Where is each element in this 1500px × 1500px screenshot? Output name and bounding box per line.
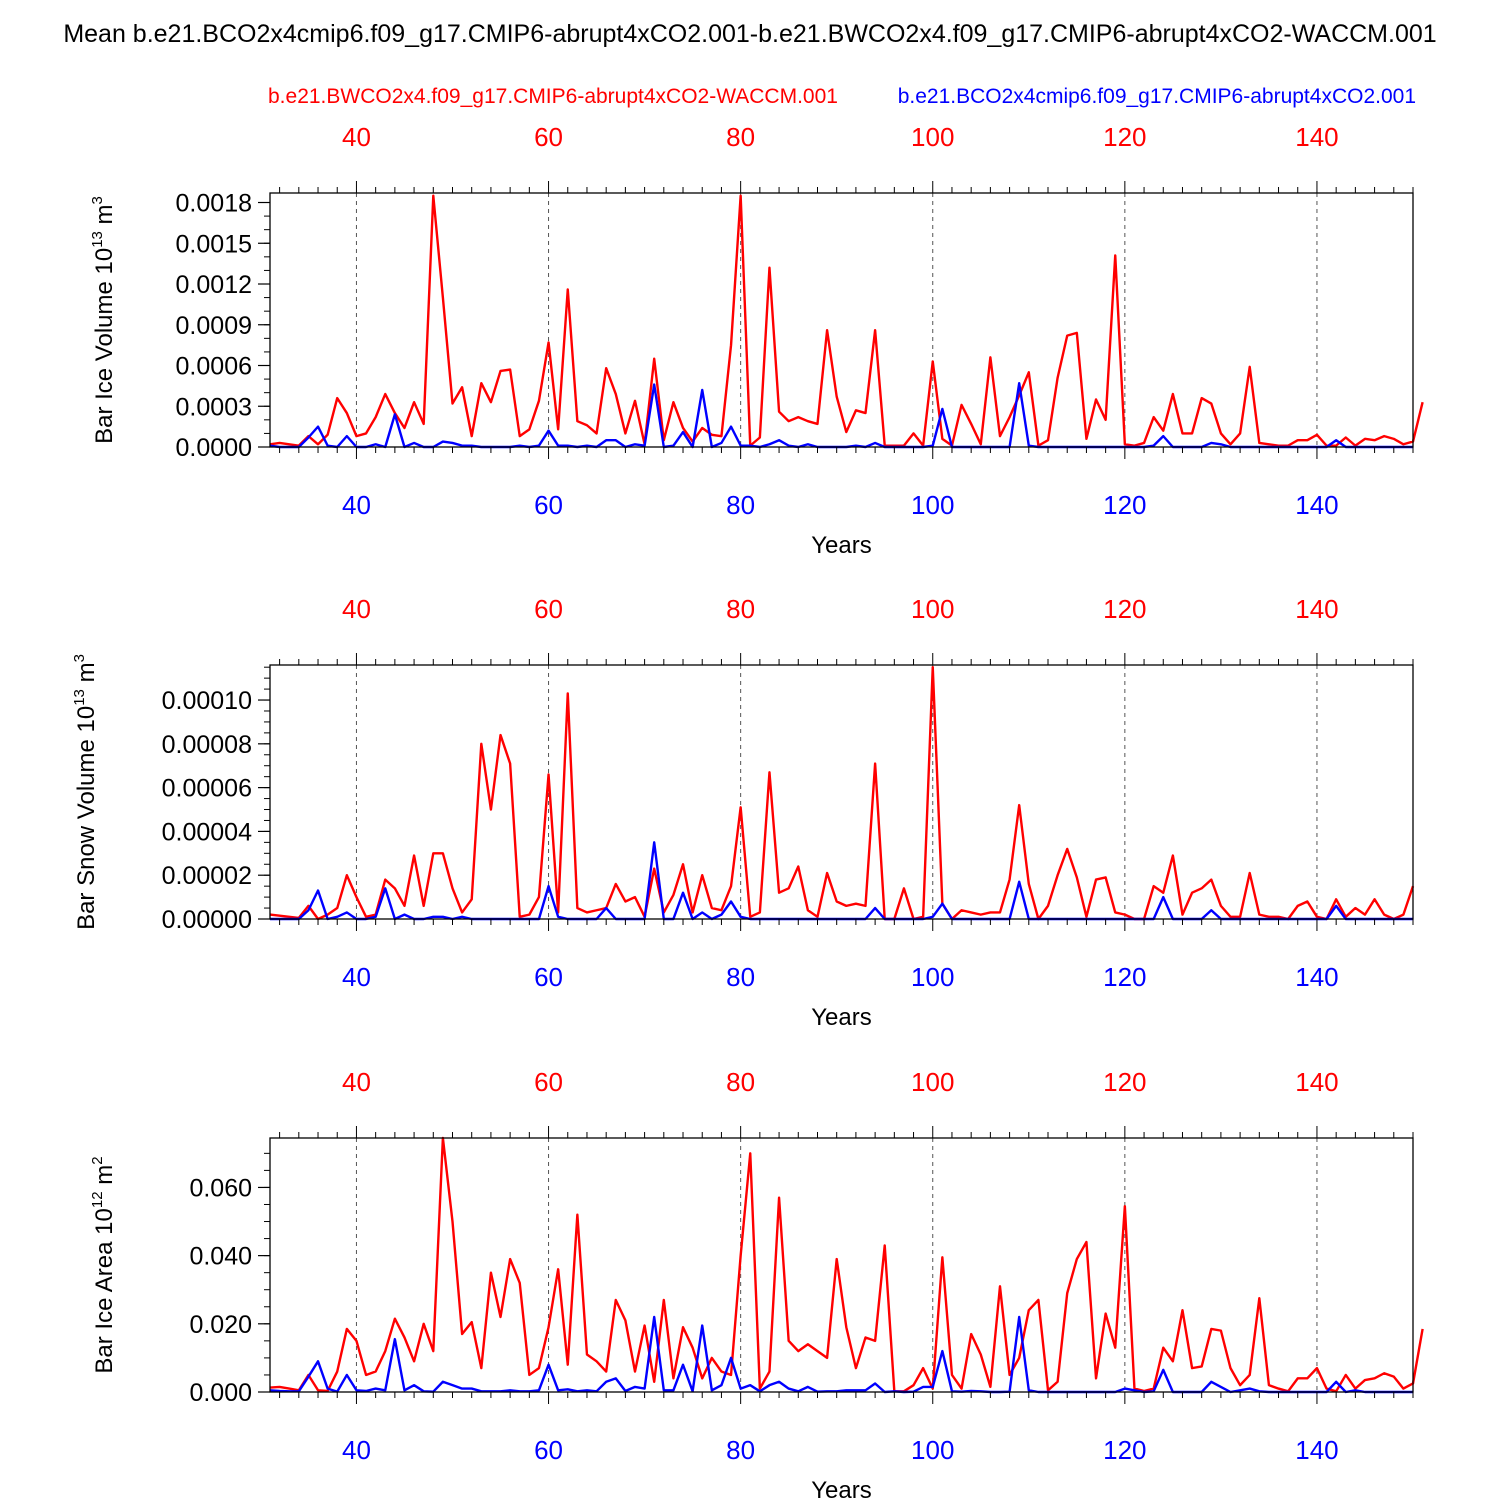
x-axis-title: Years (811, 1477, 872, 1500)
x-axis-title: Years (811, 1004, 872, 1031)
panel-2: 0.00000 0.00002 0.00004 0.00006 0.00008 0.000… (71, 594, 1415, 1031)
x-top-tick-label: 140 (1295, 1067, 1338, 1097)
legend-blue-series: b.e21.BCO2x4cmip6.f09_g17.CMIP6-abrupt4x… (898, 85, 1416, 108)
y-axis-title-unit: m (73, 662, 100, 689)
x-bottom-tick-label: 80 (726, 490, 755, 520)
x-top-tick-label: 120 (1103, 1067, 1146, 1097)
y-tick-label: 0.00002 (162, 862, 252, 890)
x-top-tick-label: 80 (726, 594, 755, 624)
x-top-tick-label: 40 (342, 122, 371, 152)
y-tick-label: 0.0000 (176, 434, 252, 462)
x-top-tick-label: 60 (534, 1067, 563, 1097)
y-axis-title-unit: m (91, 1165, 118, 1192)
y-axis-title: Bar Ice Volume 1013 m3 (89, 196, 118, 444)
series-line-red (269, 194, 1424, 447)
y-axis-title: Bar Ice Area 1012 m2 (89, 1156, 118, 1373)
y-tick-label: 0.020 (189, 1311, 252, 1339)
x-bottom-tick-label: 80 (726, 962, 755, 992)
x-top-tick-label: 140 (1295, 122, 1338, 152)
y-tick-label: 0.00010 (162, 687, 252, 715)
y-tick-label: 0.060 (189, 1174, 252, 1202)
y-tick-label: 0.040 (189, 1243, 252, 1271)
x-bottom-tick-label: 40 (342, 962, 371, 992)
y-axis-title-unit: m (91, 204, 118, 231)
x-bottom-tick-label: 100 (911, 962, 954, 992)
x-bottom-tick-label: 140 (1295, 490, 1338, 520)
x-bottom-tick-label: 120 (1103, 1435, 1146, 1465)
x-top-tick-label: 120 (1103, 594, 1146, 624)
x-top-tick-label: 100 (911, 594, 954, 624)
x-top-tick-label: 120 (1103, 122, 1146, 152)
x-bottom-tick-label: 140 (1295, 962, 1338, 992)
panel-1: 0.0000 0.0003 0.0006 0.0009 0.0012 0.0015 0.00… (89, 122, 1424, 559)
plot-frame (269, 192, 1414, 448)
y-axis-title: Bar Snow Volume 1013 m3 (71, 654, 100, 930)
y-tick-label: 0.0012 (176, 271, 252, 299)
y-tick-label: 0.00004 (162, 818, 252, 846)
series-line-blue (269, 1315, 1413, 1394)
x-top-tick-label: 40 (342, 594, 371, 624)
x-bottom-tick-label: 40 (342, 1435, 371, 1465)
y-axis-title-unit-exp: 3 (89, 196, 106, 204)
y-axis-title-main: Bar Snow Volume 10 (73, 706, 100, 930)
series-line-red (269, 665, 1415, 921)
x-top-tick-label: 100 (911, 1067, 954, 1097)
x-bottom-tick-label: 60 (534, 1435, 563, 1465)
y-tick-label: 0.0018 (176, 190, 252, 218)
x-top-tick-label: 60 (534, 594, 563, 624)
y-axis-title-exp: 12 (89, 1191, 106, 1208)
y-axis-title-exp: 13 (89, 231, 106, 248)
x-top-tick-label: 80 (726, 1067, 755, 1097)
x-bottom-tick-label: 120 (1103, 490, 1146, 520)
y-tick-label: 0.0015 (176, 230, 252, 258)
x-bottom-tick-label: 100 (911, 1435, 954, 1465)
x-top-tick-label: 60 (534, 122, 563, 152)
panel-3: 0.000 0.020 0.040 0.060 40 40 60 60 80 80 100 100 12… (89, 1067, 1424, 1500)
y-tick-label: 0.0006 (176, 353, 252, 381)
plot-frame (269, 664, 1414, 920)
y-axis-title-main: Bar Ice Volume 10 (91, 248, 118, 444)
x-top-tick-label: 80 (726, 122, 755, 152)
y-axis-title-unit-exp: 2 (89, 1156, 106, 1164)
x-bottom-tick-label: 60 (534, 962, 563, 992)
x-bottom-tick-label: 80 (726, 1435, 755, 1465)
plot-frame (269, 1137, 1414, 1393)
y-tick-label: 0.000 (189, 1379, 252, 1407)
y-axis-title-unit-exp: 3 (71, 654, 88, 662)
legend-red-series: b.e21.BWCO2x4.f09_g17.CMIP6-abrupt4xCO2-… (268, 85, 838, 108)
x-bottom-tick-label: 140 (1295, 1435, 1338, 1465)
y-tick-label: 0.00008 (162, 731, 252, 759)
y-axis-title-main: Bar Ice Area 10 (91, 1208, 118, 1373)
x-bottom-tick-label: 120 (1103, 962, 1146, 992)
y-tick-label: 0.00006 (162, 775, 252, 803)
figure-title: Mean b.e21.BCO2x4cmip6.f09_g17.CMIP6-abr… (63, 20, 1436, 48)
x-bottom-tick-label: 40 (342, 490, 371, 520)
panels-group: 0.00000.00030.00060.00090.00120.00150.00… (71, 122, 1424, 1500)
y-axis-title-exp: 13 (71, 689, 88, 706)
x-axis-title: Years (811, 532, 872, 559)
x-bottom-tick-label: 60 (534, 490, 563, 520)
y-tick-label: 0.0009 (176, 312, 252, 340)
x-top-tick-label: 100 (911, 122, 954, 152)
y-tick-label: 0.00000 (162, 906, 252, 934)
x-top-tick-label: 40 (342, 1067, 371, 1097)
x-bottom-tick-label: 100 (911, 490, 954, 520)
series-line-red (269, 1136, 1424, 1393)
y-tick-label: 0.0003 (176, 393, 252, 421)
x-top-tick-label: 140 (1295, 594, 1338, 624)
